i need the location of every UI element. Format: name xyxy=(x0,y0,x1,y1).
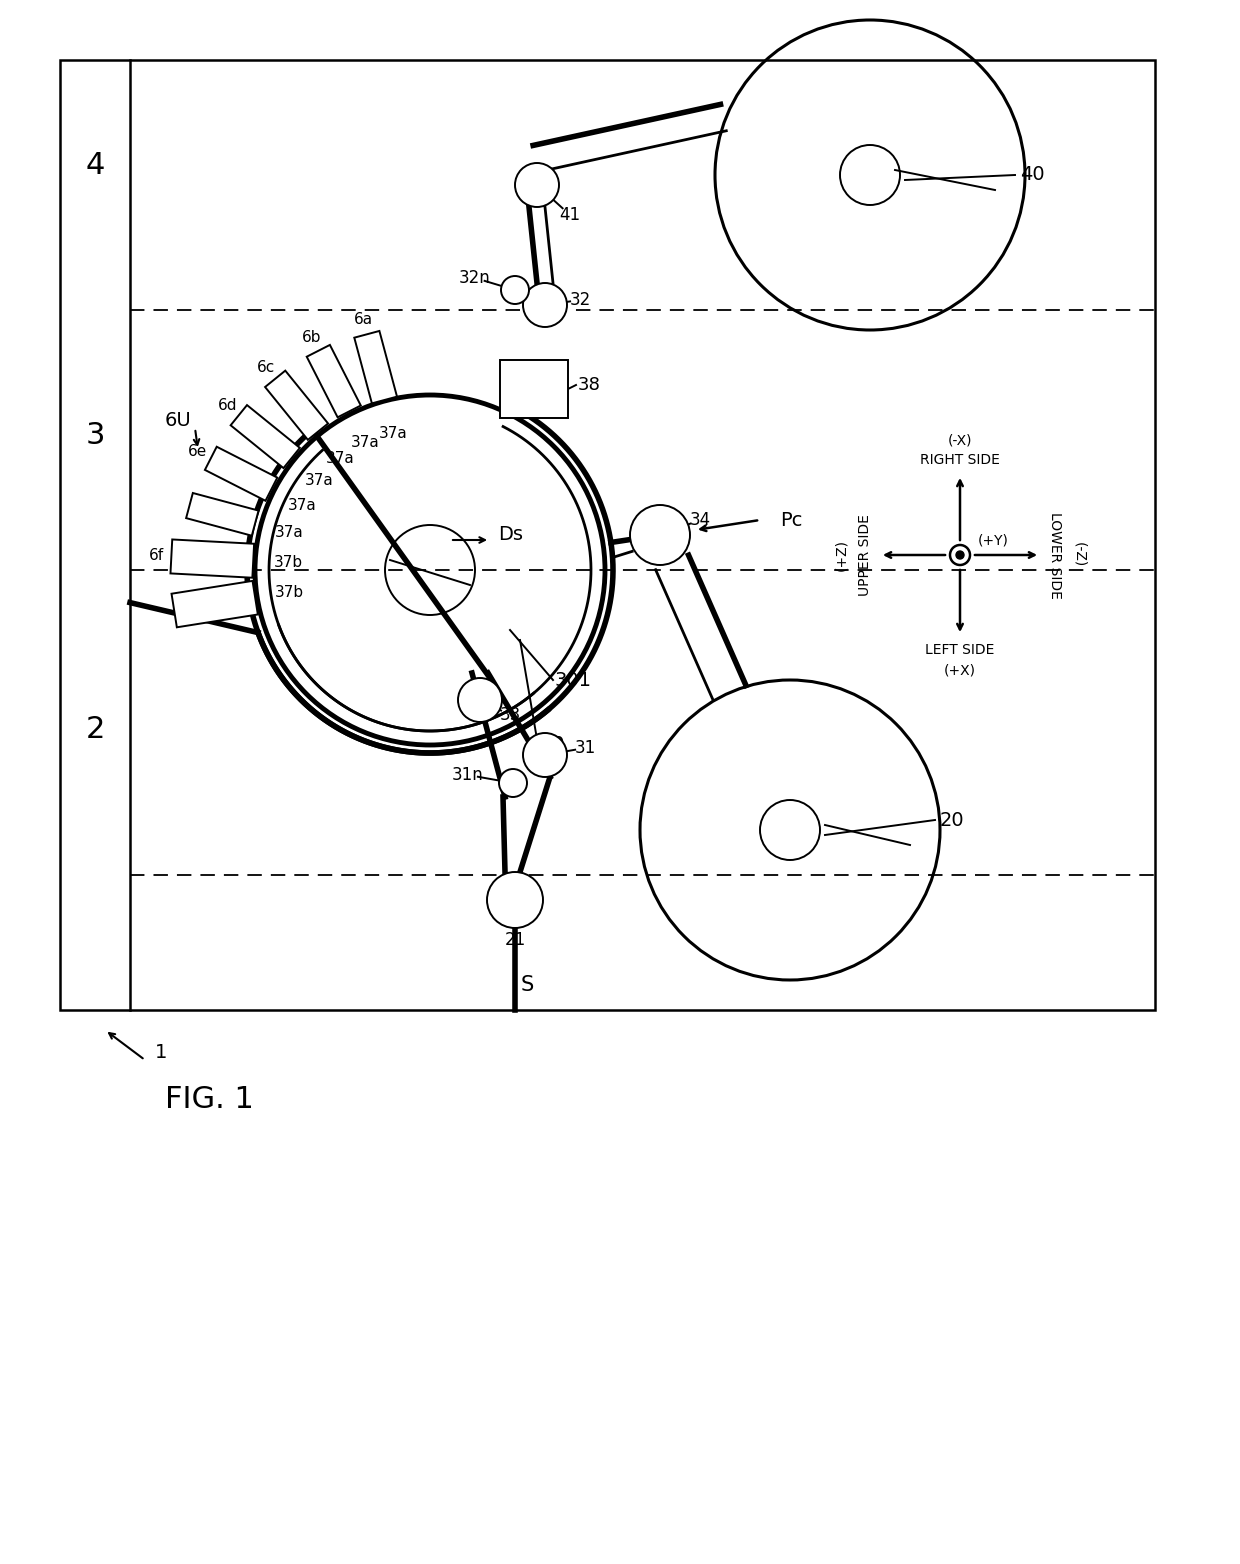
Text: 37a: 37a xyxy=(351,435,379,450)
Circle shape xyxy=(487,873,543,927)
Circle shape xyxy=(523,734,567,777)
Text: (-Z): (-Z) xyxy=(1073,543,1086,568)
Text: Ds: Ds xyxy=(498,526,523,544)
Bar xyxy=(60,59,1154,1010)
Polygon shape xyxy=(231,405,300,468)
Text: 37a: 37a xyxy=(288,497,317,513)
Polygon shape xyxy=(171,580,258,627)
Text: 21: 21 xyxy=(505,931,526,949)
Circle shape xyxy=(515,163,559,206)
Text: 31n: 31n xyxy=(453,766,484,784)
Text: (+Y): (+Y) xyxy=(978,533,1009,547)
Text: 30: 30 xyxy=(539,735,564,754)
Text: 6a: 6a xyxy=(353,313,372,327)
Text: 37b: 37b xyxy=(274,555,303,569)
Polygon shape xyxy=(306,346,361,418)
Text: 6e: 6e xyxy=(187,444,207,458)
Text: LEFT SIDE: LEFT SIDE xyxy=(925,643,994,657)
Text: (+Z): (+Z) xyxy=(835,540,848,571)
Text: (-X): (-X) xyxy=(947,433,972,447)
Text: 6b: 6b xyxy=(301,330,321,346)
Circle shape xyxy=(498,769,527,798)
Text: 37b: 37b xyxy=(275,585,304,599)
Text: 6U: 6U xyxy=(165,410,192,430)
Bar xyxy=(500,360,568,418)
Text: 4: 4 xyxy=(86,150,104,180)
Text: 6f: 6f xyxy=(149,547,164,563)
Text: 31: 31 xyxy=(574,740,595,757)
Text: 34: 34 xyxy=(689,511,711,529)
Text: 301: 301 xyxy=(556,671,591,690)
Text: 33: 33 xyxy=(500,705,521,724)
Circle shape xyxy=(630,505,689,565)
Text: UPPER SIDE: UPPER SIDE xyxy=(858,515,872,596)
Text: 32: 32 xyxy=(569,291,590,310)
Text: FIG. 1: FIG. 1 xyxy=(165,1085,254,1115)
Text: LOWER SIDE: LOWER SIDE xyxy=(1048,511,1061,599)
Text: (+X): (+X) xyxy=(944,663,976,677)
Polygon shape xyxy=(355,332,397,404)
Text: 2: 2 xyxy=(86,715,104,744)
Text: Pc: Pc xyxy=(780,510,802,530)
Circle shape xyxy=(956,551,963,558)
Text: 37a: 37a xyxy=(274,524,304,540)
Polygon shape xyxy=(170,540,254,577)
Text: 40: 40 xyxy=(1021,166,1044,185)
Text: 37a: 37a xyxy=(326,452,355,466)
Polygon shape xyxy=(205,447,278,500)
Text: 37a: 37a xyxy=(305,472,334,488)
Circle shape xyxy=(501,275,529,303)
Text: 32n: 32n xyxy=(459,269,491,288)
Circle shape xyxy=(458,679,502,723)
Circle shape xyxy=(523,283,567,327)
Text: 37a: 37a xyxy=(379,427,408,441)
Text: 6d: 6d xyxy=(217,399,237,413)
Text: S: S xyxy=(521,974,533,995)
Text: 1: 1 xyxy=(155,1043,167,1062)
Text: 6c: 6c xyxy=(257,360,275,375)
Circle shape xyxy=(950,544,970,565)
Polygon shape xyxy=(186,493,258,536)
Text: RIGHT SIDE: RIGHT SIDE xyxy=(920,454,999,468)
Text: 38: 38 xyxy=(578,375,601,394)
Polygon shape xyxy=(265,371,329,439)
Text: 3: 3 xyxy=(86,421,104,449)
Text: 20: 20 xyxy=(940,810,965,829)
Text: 41: 41 xyxy=(559,206,580,224)
